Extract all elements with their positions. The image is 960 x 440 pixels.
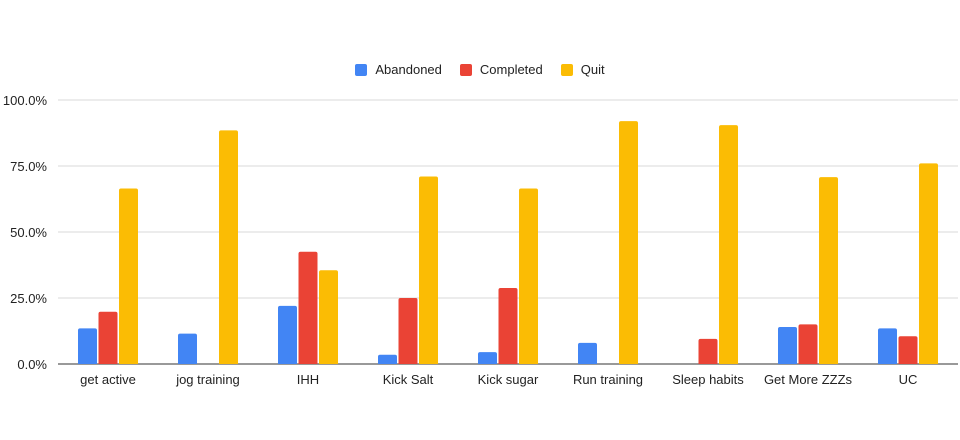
bar: [719, 125, 738, 364]
x-tick-label: Kick sugar: [478, 372, 539, 387]
legend-swatch-completed: [459, 63, 472, 76]
x-tick-label: UC: [899, 372, 918, 387]
y-tick-label: 0.0%: [17, 357, 47, 372]
bar: [298, 251, 318, 364]
y-tick-label: 100.0%: [3, 93, 48, 108]
x-tick-label: IHH: [297, 372, 319, 387]
bar: [498, 287, 518, 364]
bar: [519, 188, 538, 364]
bar: [78, 328, 97, 364]
bar: [119, 188, 138, 364]
x-tick-label: Run training: [573, 372, 643, 387]
legend-swatch-quit: [560, 63, 573, 76]
y-tick-label: 50.0%: [10, 225, 47, 240]
bar: [98, 311, 118, 364]
bar: [319, 270, 338, 364]
x-tick-label: Get More ZZZs: [764, 372, 853, 387]
bar: [419, 176, 438, 364]
bar: [798, 324, 818, 364]
bar: [398, 298, 418, 364]
x-tick-label: jog training: [175, 372, 240, 387]
bar: [478, 352, 497, 364]
x-tick-label: get active: [80, 372, 136, 387]
bar: [819, 177, 838, 364]
x-tick-label: Sleep habits: [672, 372, 744, 387]
bar: [378, 354, 397, 364]
legend-swatch-abandoned: [355, 63, 368, 76]
bar: [778, 327, 797, 364]
chart-legend: Abandoned Completed Quit: [0, 62, 960, 77]
bar: [919, 163, 938, 364]
legend-label-quit: Quit: [580, 62, 605, 77]
y-tick-label: 25.0%: [10, 291, 47, 306]
bar: [619, 121, 638, 365]
legend-label-completed: Completed: [479, 62, 543, 77]
bar: [898, 336, 918, 364]
bar: [698, 338, 718, 364]
legend-label-abandoned: Abandoned: [375, 62, 442, 77]
y-tick-label: 75.0%: [10, 159, 47, 174]
x-tick-label: Kick Salt: [383, 372, 434, 387]
bar: [878, 328, 897, 364]
bar: [278, 305, 297, 364]
legend-item-abandoned: Abandoned: [355, 62, 442, 77]
bar: [578, 342, 597, 364]
legend-item-quit: Quit: [560, 62, 605, 77]
bar: [178, 333, 197, 364]
bar: [219, 130, 238, 364]
legend-item-completed: Completed: [459, 62, 543, 77]
